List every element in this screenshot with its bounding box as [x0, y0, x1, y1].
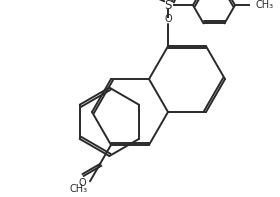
Text: S: S [164, 0, 172, 12]
Text: O: O [79, 178, 87, 188]
Text: CH₃: CH₃ [255, 0, 273, 10]
Text: CH₃: CH₃ [70, 184, 88, 194]
Text: O: O [164, 14, 172, 24]
